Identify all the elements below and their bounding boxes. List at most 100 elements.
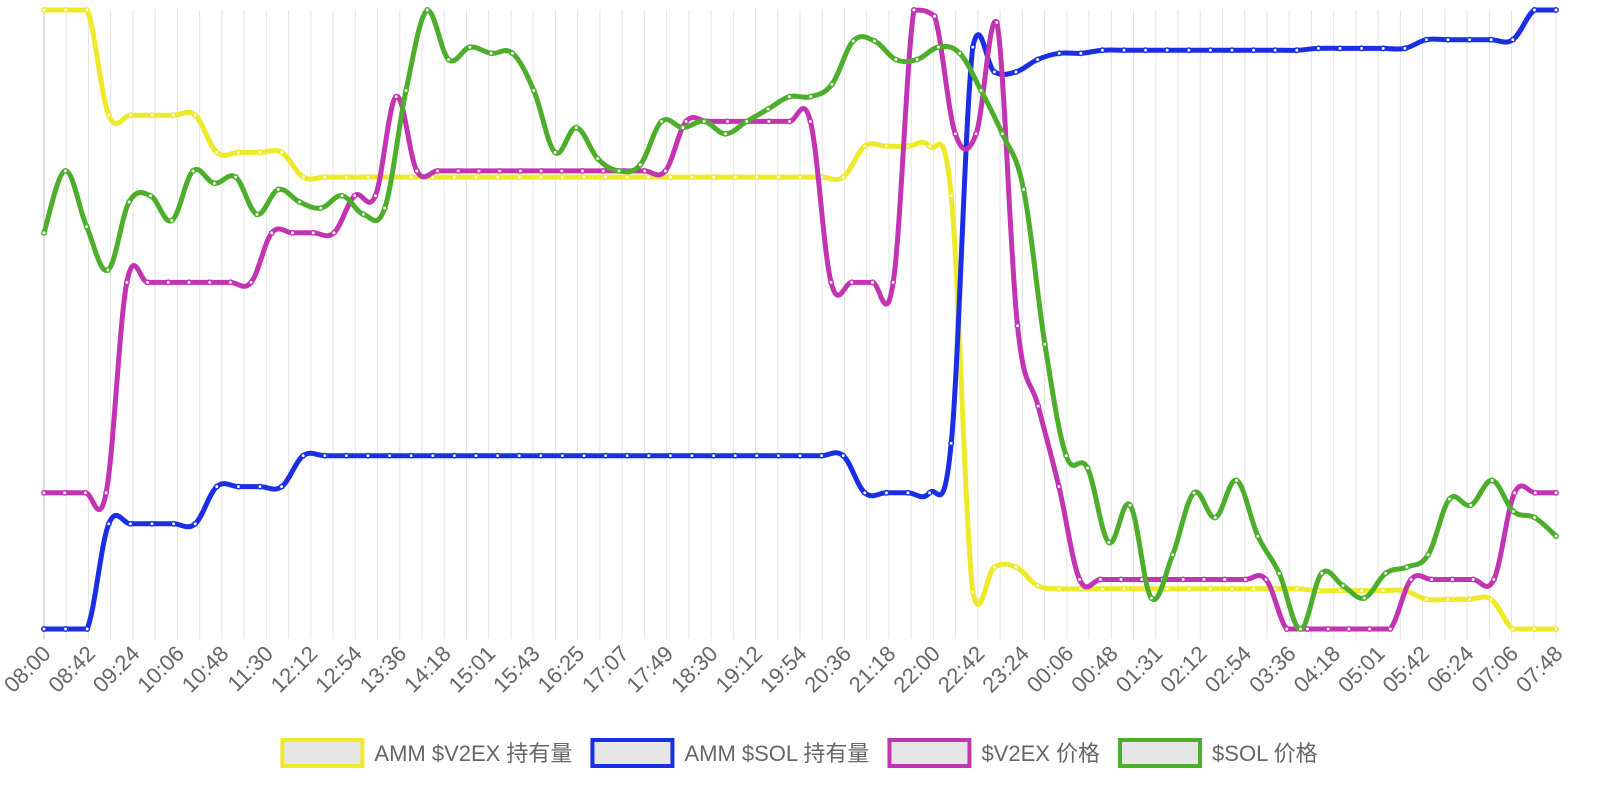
data-point [558,167,565,174]
data-point [1041,341,1048,348]
data-point [455,167,462,174]
data-point [105,520,112,527]
data-point [1200,576,1207,583]
data-point [1127,502,1134,509]
data-point [581,174,587,181]
data-point [637,161,644,168]
data-point [869,279,876,286]
series-lines [41,7,1559,632]
data-point [641,167,648,174]
data-point [1380,587,1387,594]
data-point [624,174,631,181]
data-point [765,118,772,125]
data-point [1056,50,1063,57]
data-point [310,229,317,236]
data-point [275,186,282,193]
data-point [722,130,729,137]
data-point [667,174,674,181]
legend-swatch [887,738,972,768]
legend[interactable]: AMM $V2EX 持有量 AMM $SOL 持有量 $V2EX 价格 $SOL 价格 [280,738,1318,768]
data-point [1035,403,1042,410]
data-point [192,520,199,527]
data-point [123,279,130,286]
x-tick-label: 00:06 [1022,641,1079,698]
data-point [1121,47,1127,54]
legend-item[interactable]: AMM $SOL 持有量 [590,738,869,768]
data-point [494,174,501,181]
data-point [1293,585,1300,592]
data-point [1318,570,1325,577]
data-point [1233,477,1240,484]
data-point [559,174,566,181]
data-point [1401,45,1408,52]
data-point [890,279,897,286]
data-point [62,167,69,174]
data-point [429,452,436,459]
data-point [1034,56,1041,63]
x-tick-label: 21:18 [844,641,901,698]
data-point [289,229,296,236]
data-point [82,489,89,496]
data-point [765,106,772,112]
legend-item[interactable]: AMM $V2EX 持有量 [280,738,572,768]
data-point [84,7,91,13]
legend-item[interactable]: $SOL 价格 [1118,738,1318,768]
data-point [516,174,523,181]
data-point [662,167,669,174]
data-point [581,452,587,459]
data-point [952,130,959,137]
data-point [905,143,911,150]
data-point [645,174,652,181]
data-point [1229,47,1235,54]
data-point [168,217,175,224]
data-point [1325,626,1332,632]
data-point [1097,576,1104,583]
data-point [658,118,665,125]
x-tick-label: 16:25 [533,641,590,698]
x-tick-label: 01:31 [1111,641,1168,698]
data-point [931,13,938,20]
data-point [1361,595,1368,601]
data-point [516,452,523,459]
data-point [1118,576,1124,583]
x-tick-label: 08:42 [43,641,100,698]
legend-swatch [280,738,365,768]
data-point [645,452,652,459]
legend-label: AMM $V2EX 持有量 [374,741,572,766]
data-point [710,452,717,459]
data-point [1408,576,1414,583]
data-point [538,167,545,174]
data-point [1185,47,1192,54]
data-point [530,87,537,94]
series-amm-sol [41,7,1559,632]
data-point [1099,585,1106,592]
data-point [339,192,346,199]
data-point [1358,45,1365,52]
data-point [1425,551,1432,558]
data-point [1076,576,1083,583]
data-point [1304,626,1311,632]
data-point [797,174,803,181]
data-point [1283,626,1290,632]
data-point [1063,452,1070,459]
data-point [408,452,415,459]
data-point [317,205,324,212]
data-point [278,483,285,490]
data-point [559,452,566,459]
data-point [206,279,213,286]
x-tick-label: 20:36 [799,641,856,698]
data-point [488,50,495,57]
data-point [103,489,110,496]
data-point [1212,514,1219,521]
data-point [1013,68,1019,75]
data-point [701,118,708,125]
grid-lines [43,10,1557,639]
data-point [62,7,69,13]
data-point [165,279,172,286]
legend-item[interactable]: $V2EX 价格 [887,738,1100,768]
x-tick-label: 05:01 [1333,641,1390,698]
data-point [343,174,350,181]
data-point [786,118,793,125]
data-point [343,452,350,459]
data-point [1423,596,1430,603]
